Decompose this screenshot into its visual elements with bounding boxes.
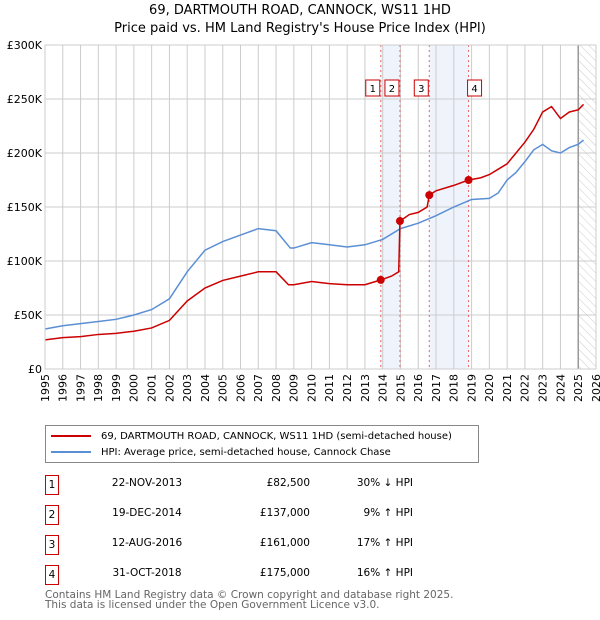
sale-number-box — [365, 79, 381, 97]
legend-label: HPI: Average price, semi-detached house,… — [101, 446, 391, 458]
sale-date: 12-AUG-2016 — [111, 537, 183, 549]
sale-point — [395, 217, 404, 226]
subtitle-line: Price paid vs. HM Land Registry's House … — [114, 21, 486, 36]
x-tick-label: 2018 — [448, 374, 461, 402]
x-tick-label: 2008 — [270, 374, 283, 402]
sale-hpi: 9% ↑ HPI — [363, 507, 413, 519]
x-tick-label: 2009 — [288, 374, 301, 402]
y-tick-label: £50K — [14, 309, 43, 322]
sale-hpi: 17% ↑ HPI — [356, 537, 413, 549]
sale-number-box — [413, 79, 429, 97]
sale-row: 4 31-OCT-2018 £175,000 16% ↑ HPI — [45, 565, 445, 585]
y-tick-label: £250K — [7, 93, 43, 106]
y-tick-label: £200K — [7, 147, 43, 160]
sale-number-label: 1 — [370, 84, 376, 95]
y-tick-label: £100K — [7, 255, 43, 268]
sale-date: 31-OCT-2018 — [112, 567, 182, 579]
price-chart: 1995 1996 1997 1998 1999 2000 2001 2002 2003 2004… — [7, 39, 600, 402]
legend: 69, DARTMOUTH ROAD, CANNOCK, WS11 1HD (s… — [45, 425, 479, 463]
x-tick-label: 2021 — [501, 374, 514, 402]
sale-num: 4 — [45, 565, 59, 585]
x-tick-label: 2017 — [430, 374, 443, 402]
footer: Contains HM Land Registry data © Crown c… — [45, 589, 454, 611]
x-tick-label: 2025 — [572, 374, 585, 402]
sale-hpi: 30% ↓ HPI — [356, 477, 413, 489]
sale-num: 2 — [45, 505, 59, 525]
y-tick-label: £300K — [7, 39, 43, 52]
legend-item-property: 69, DARTMOUTH ROAD, CANNOCK, WS11 1HD (s… — [46, 428, 452, 444]
sale-price: £161,000 — [259, 537, 310, 549]
x-tick-label: 2002 — [163, 374, 176, 402]
sale-number-label: 3 — [418, 84, 424, 95]
sale-price: £175,000 — [259, 567, 310, 579]
legend-label: 69, DARTMOUTH ROAD, CANNOCK, WS11 1HD (s… — [101, 430, 452, 442]
series-line — [44, 103, 585, 341]
x-tick-label: 1997 — [74, 374, 87, 402]
sale-num: 1 — [45, 475, 59, 495]
sale-point — [464, 176, 473, 184]
x-tick-label: 2020 — [483, 374, 496, 402]
sale-row: 3 12-AUG-2016 £161,000 17% ↑ HPI — [45, 535, 445, 555]
title-line: 69, DARTMOUTH ROAD, CANNOCK, WS11 1HD — [149, 3, 451, 18]
sale-number-label: 4 — [471, 84, 477, 95]
x-tick-label: 2026 — [590, 374, 600, 402]
x-tick-label: 1995 — [39, 374, 52, 402]
x-tick-label: 2019 — [465, 374, 478, 402]
x-tick-label: 2016 — [412, 374, 425, 402]
y-tick-label: £0 — [28, 363, 42, 376]
sale-hpi: 16% ↑ HPI — [356, 567, 413, 579]
plot-frame — [44, 44, 597, 370]
legend-item-hpi: HPI: Average price, semi-detached house,… — [46, 444, 391, 460]
x-tick-label: 2023 — [537, 374, 550, 402]
sale-date: 19-DEC-2014 — [112, 507, 182, 519]
x-tick-label: 2000 — [128, 374, 141, 402]
series-line — [44, 139, 585, 330]
x-tick-label: 1999 — [110, 374, 123, 402]
sale-number-box — [467, 79, 483, 97]
sale-price: £82,500 — [266, 477, 310, 489]
x-tick-label: 2004 — [199, 374, 212, 402]
sale-point — [376, 275, 385, 284]
sale-num: 3 — [45, 535, 59, 555]
x-tick-label: 2001 — [145, 374, 158, 402]
chart-title: 69, DARTMOUTH ROAD, CANNOCK, WS11 1HD Pr… — [0, 2, 600, 38]
x-tick-label: 2007 — [252, 374, 265, 402]
footer-line: Contains HM Land Registry data © Crown c… — [45, 589, 454, 601]
x-tick-label: 2013 — [359, 374, 372, 402]
footer-line: This data is licensed under the Open Gov… — [45, 599, 380, 611]
x-tick-label: 2003 — [181, 374, 194, 402]
sale-point — [425, 191, 434, 200]
legend-swatch-red — [51, 435, 91, 437]
x-tick-label: 1998 — [92, 374, 105, 402]
x-tick-label: 2024 — [554, 374, 567, 402]
x-tick-label: 1996 — [57, 374, 70, 402]
x-tick-label: 2012 — [341, 374, 354, 402]
x-tick-label: 2006 — [234, 374, 247, 402]
x-tick-label: 2010 — [305, 374, 318, 402]
x-tick-label: 2011 — [323, 374, 336, 402]
x-tick-label: 2022 — [519, 374, 532, 402]
sale-price: £137,000 — [259, 507, 310, 519]
sale-date: 22-NOV-2013 — [111, 477, 183, 489]
sale-number-box — [384, 79, 400, 97]
legend-swatch-blue — [51, 451, 91, 453]
sale-number-label: 2 — [389, 84, 395, 95]
sale-row: 1 22-NOV-2013 £82,500 30% ↓ HPI — [45, 475, 445, 495]
x-tick-label: 2015 — [394, 374, 407, 402]
x-tick-label: 2014 — [377, 374, 390, 402]
sale-row: 2 19-DEC-2014 £137,000 9% ↑ HPI — [45, 505, 445, 525]
x-tick-label: 2005 — [217, 374, 230, 402]
y-tick-label: £150K — [7, 201, 43, 214]
